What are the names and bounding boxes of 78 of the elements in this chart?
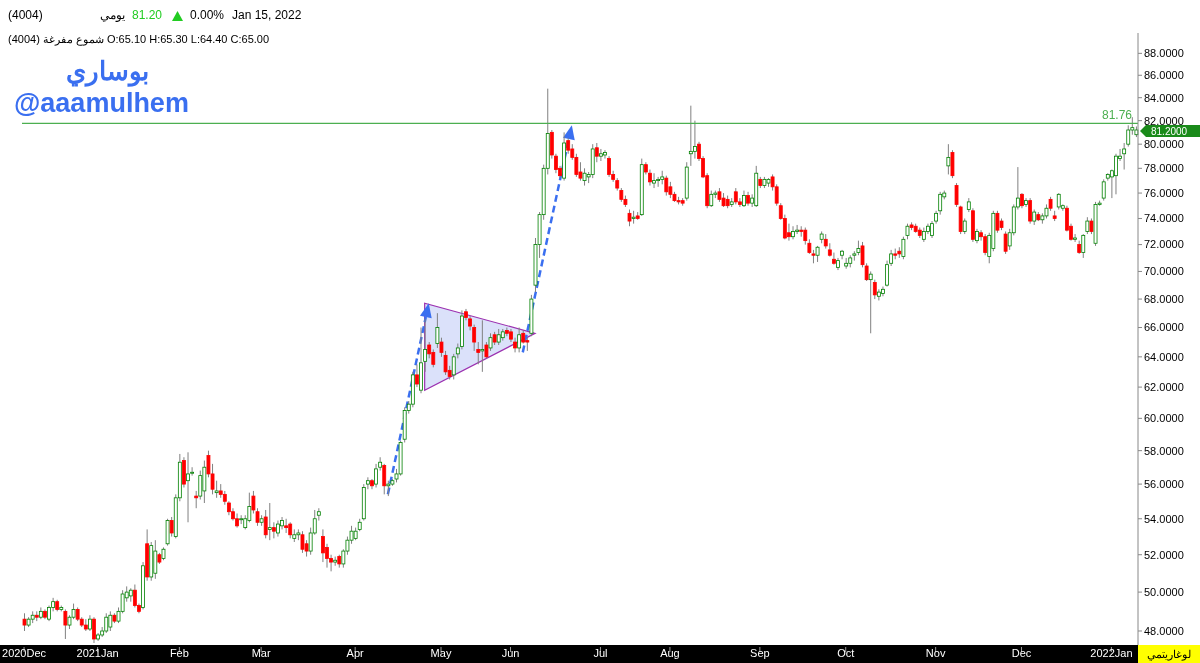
candlestick — [983, 233, 988, 256]
y-tick-label: 52.0000 — [1144, 548, 1184, 561]
annotation: بوساري — [66, 56, 149, 87]
chart-subtitle: شموع مفرغة (4004) O:65.10 H:65.30 L:64.40 C:65.00 — [8, 33, 270, 46]
text: لوغاريتمي — [1138, 645, 1200, 663]
candlestick — [795, 224, 800, 235]
x-tick-label: 2021Jan — [76, 647, 119, 659]
candlestick — [599, 148, 603, 162]
x-tick-label: Feb — [169, 647, 189, 659]
candlestick — [832, 252, 836, 266]
candlestick — [92, 616, 96, 644]
y-tick-label: 86.0000 — [1144, 69, 1184, 82]
candlestick — [901, 236, 906, 260]
y-tick-label: 84.0000 — [1144, 91, 1184, 104]
x-tick-label: Apr — [346, 647, 365, 659]
text: يومي — [100, 8, 125, 22]
y-tick-label: 48.0000 — [1144, 624, 1184, 637]
y-tick-label: 62.0000 — [1144, 381, 1184, 393]
candlestick — [872, 279, 877, 300]
x-tick-label: Jun — [501, 647, 520, 659]
candlestick — [946, 143, 951, 175]
y-tick-label: 60.0000 — [1144, 412, 1184, 425]
y-tick-label: 58.0000 — [1144, 444, 1184, 457]
y-tick-label: 68.0000 — [1144, 292, 1184, 305]
y-tick-label: 64.0000 — [1144, 350, 1184, 363]
y-tick-label: 76.0000 — [1144, 186, 1184, 199]
candlestick — [688, 105, 693, 167]
candlestick — [868, 270, 873, 334]
candlestick — [415, 363, 419, 388]
candlestick — [300, 530, 305, 554]
x-tick-label: Oct — [837, 647, 855, 659]
ref-line-label: 81.76 — [1101, 108, 1133, 123]
candlestick — [1101, 178, 1106, 202]
candlestick — [1114, 153, 1118, 195]
y-tick-label: 82.0000 — [1144, 114, 1184, 127]
text: Jan 15, 2022 — [232, 8, 302, 22]
candlestick — [1073, 233, 1077, 243]
x-tick-label: Jul — [593, 647, 608, 659]
text: 81.20 — [132, 8, 163, 22]
text: 0.00% — [190, 8, 225, 22]
x-tick-label: Nov — [925, 647, 946, 659]
x-tick-label: Sep — [750, 647, 770, 659]
x-tick-label: 2020Dec — [2, 647, 47, 659]
y-tick-label: 66.0000 — [1144, 321, 1184, 334]
candlestick — [267, 502, 272, 541]
candlestick — [186, 451, 190, 523]
candlestick — [791, 225, 795, 240]
candlestick — [876, 288, 881, 301]
y-tick-label: 88.0000 — [1144, 47, 1184, 60]
x-tick-label: 2022Jan — [1090, 647, 1133, 659]
candlestick — [104, 612, 109, 634]
candlestick — [271, 521, 276, 539]
chart-title: (4004) — [8, 8, 43, 22]
y-tick-label: 50.0000 — [1144, 586, 1184, 598]
text: 81.2000 — [1151, 126, 1188, 137]
candlestick — [165, 518, 170, 547]
candlestick — [235, 512, 239, 529]
candlestick — [603, 149, 607, 160]
candlestick — [594, 142, 599, 163]
x-tick-label: May — [430, 647, 452, 659]
y-tick-label: 74.0000 — [1144, 212, 1184, 225]
x-tick-label: Mar — [251, 647, 271, 659]
candlestick — [693, 120, 697, 160]
y-tick-label: 70.0000 — [1144, 265, 1184, 278]
candlestick — [652, 172, 656, 189]
y-tick-label: 72.0000 — [1144, 238, 1184, 251]
candlestick — [1003, 230, 1008, 255]
candlestick — [169, 516, 174, 538]
y-tick-label: 54.0000 — [1144, 512, 1184, 525]
x-tick-label: Aug — [660, 647, 680, 659]
y-tick-label: 80.0000 — [1144, 138, 1184, 151]
candlestick — [656, 176, 661, 188]
annotation: @aaamulhem — [14, 88, 189, 119]
candlestick — [1081, 233, 1086, 259]
candlestick — [284, 518, 289, 534]
x-tick-label: Dec — [1011, 647, 1032, 659]
y-tick-label: 78.0000 — [1144, 162, 1184, 175]
y-tick-label: 56.0000 — [1144, 478, 1184, 490]
